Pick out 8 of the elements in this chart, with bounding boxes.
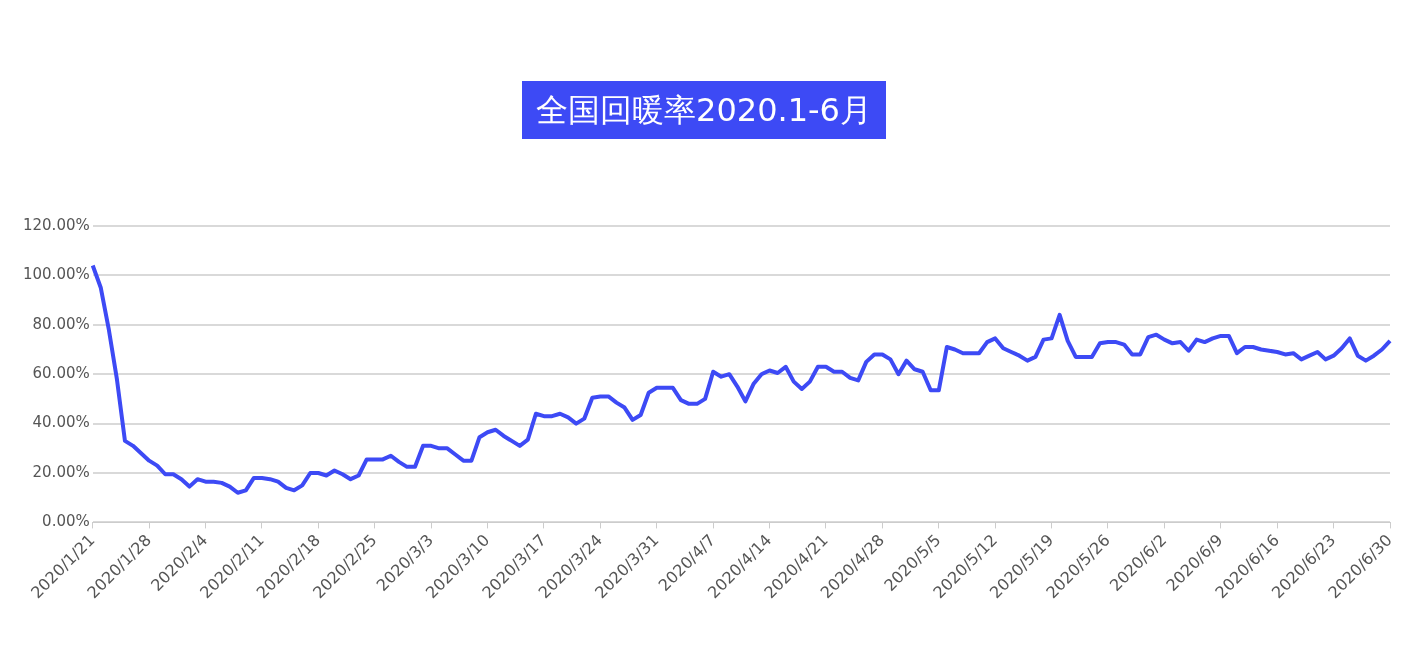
y-tick-label: 120.00% bbox=[22, 215, 90, 234]
y-tick-label: 80.00% bbox=[32, 314, 90, 333]
y-tick-label: 40.00% bbox=[32, 413, 90, 432]
y-tick-label: 20.00% bbox=[32, 462, 90, 481]
y-tick-label: 100.00% bbox=[22, 265, 90, 284]
y-tick-label: 60.00% bbox=[32, 364, 90, 383]
chart-title: 全国回暖率2020.1-6月 bbox=[522, 81, 886, 139]
y-tick-label: 0.00% bbox=[42, 512, 90, 531]
